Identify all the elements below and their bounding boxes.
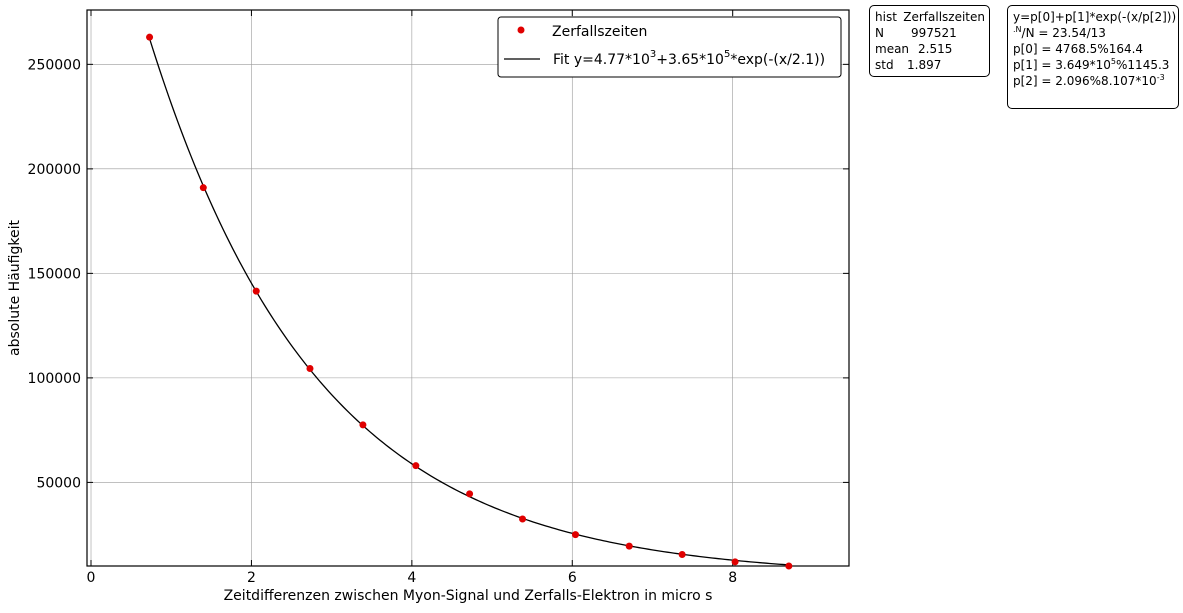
x-tick-label: 6 (568, 570, 577, 586)
stats-row-std: std 1.897 (875, 57, 985, 73)
plot-frame (86, 9, 850, 567)
grid (87, 10, 849, 566)
data-point (625, 542, 633, 550)
y-tick-label: 200000 (28, 162, 81, 178)
y-tick-label: 150000 (28, 266, 81, 282)
x-tick-label: 8 (728, 570, 737, 586)
data-point (199, 184, 207, 192)
data-series (146, 33, 793, 570)
x-tick-label: 0 (87, 570, 96, 586)
stats-value: 997521 (911, 26, 957, 40)
y-tick-label: 100000 (28, 371, 81, 387)
data-point (571, 531, 579, 539)
stats-row-n: N 997521 (875, 25, 985, 41)
data-point (785, 562, 793, 570)
y-axis-label: absolute Häufigkeit (7, 220, 23, 356)
x-tick-label: 2 (247, 570, 256, 586)
fit-param-2: p[2] = 2.096%8.107*10-3 (1013, 73, 1165, 89)
data-point (306, 364, 314, 372)
data-point (466, 490, 474, 498)
axis-ticks: 0 2 4 6 8 50000 100000 150000 200000 250000 (28, 10, 849, 586)
legend-label-fit: Fit y=4.77*103+3.65*105*exp(-(x/2.1)) (553, 49, 825, 68)
stats-row-hist: hist Zerfallszeiten (875, 9, 985, 25)
x-axis-label: Zeitdifferenzen zwischen Myon-Signal und… (224, 588, 713, 604)
legend-marker-points (517, 26, 525, 34)
stats-key: N (875, 26, 884, 40)
fit-chi2: .N/N = 23.54/13 (1013, 25, 1106, 41)
fit-param-1: p[1] = 3.649*105%1145.3 (1013, 57, 1170, 73)
fit-curve (148, 38, 789, 566)
y-tick-label: 250000 (28, 57, 81, 73)
stats-row-mean: mean 2.515 (875, 41, 985, 57)
x-tick-label: 4 (407, 570, 416, 586)
legend-label-points: Zerfallszeiten (552, 24, 647, 40)
data-point (252, 287, 260, 295)
fit-param-0: p[0] = 4768.5%164.4 (1013, 42, 1144, 56)
stats-value: 2.515 (918, 42, 953, 56)
data-point (678, 551, 686, 559)
data-point (359, 421, 367, 429)
stats-key: hist (875, 10, 897, 24)
stats-box: hist Zerfallszeiten N 997521 mean 2.515 … (869, 5, 990, 77)
data-point (146, 33, 154, 41)
stats-value: 1.897 (907, 58, 942, 72)
y-tick-label: 50000 (36, 475, 81, 491)
stats-key: mean (875, 42, 910, 56)
data-point (519, 515, 527, 523)
fit-formula: y=p[0]+p[1]*exp(-(x/p[2])) (1013, 10, 1177, 24)
stats-key: std (875, 58, 894, 72)
fit-series (148, 38, 789, 566)
fit-results-box: y=p[0]+p[1]*exp(-(x/p[2])) .N/N = 23.54/… (1007, 5, 1179, 109)
data-point (412, 462, 420, 470)
data-point (731, 558, 739, 566)
legend-frame (497, 16, 842, 78)
stats-value: Zerfallszeiten (903, 10, 985, 24)
legend: Zerfallszeiten Fit y=4.77*103+3.65*105*e… (497, 16, 842, 78)
